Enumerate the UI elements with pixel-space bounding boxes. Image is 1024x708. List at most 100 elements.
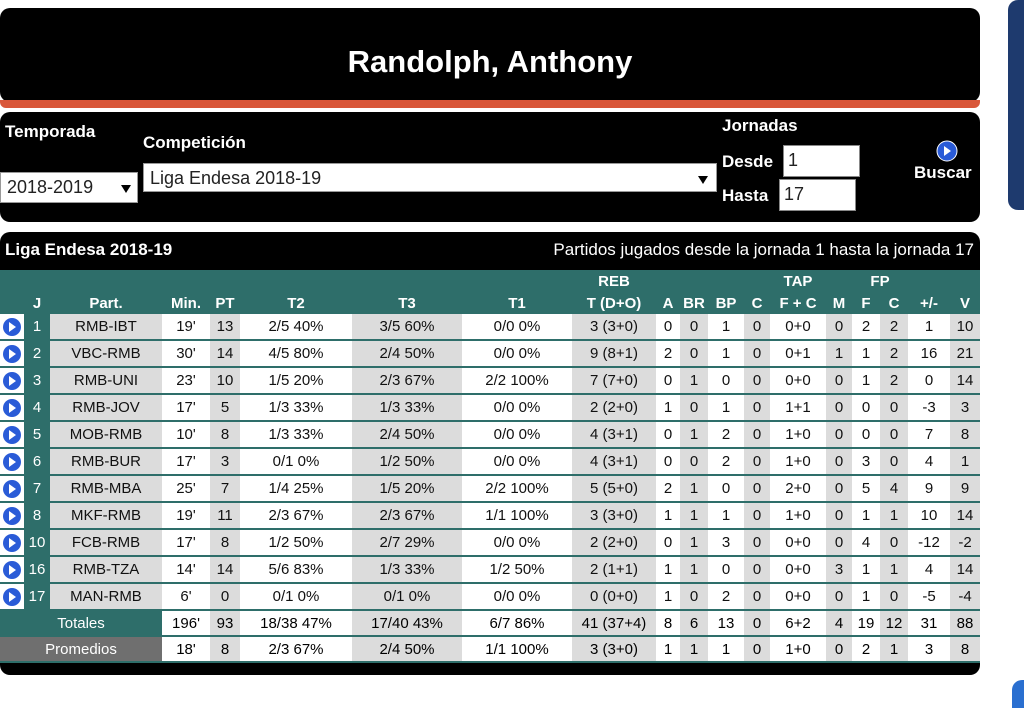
stat-cell: 0 bbox=[880, 421, 909, 449]
summary-cell: 6/7 86% bbox=[462, 610, 572, 637]
stat-cell: 4 (3+1) bbox=[572, 448, 656, 476]
stat-cell: 10 bbox=[950, 314, 981, 341]
round-number: 16 bbox=[24, 556, 50, 584]
stat-cell: 1/5 20% bbox=[240, 367, 352, 395]
stat-cell: 1/3 33% bbox=[240, 394, 352, 422]
stat-cell: RMB-MBA bbox=[50, 475, 162, 503]
to-input[interactable]: 17 bbox=[779, 179, 856, 211]
stat-cell: 5/6 83% bbox=[240, 556, 352, 584]
stat-cell: 2/7 29% bbox=[352, 529, 462, 557]
expand-icon[interactable] bbox=[2, 371, 22, 391]
expand-icon[interactable] bbox=[2, 425, 22, 445]
expand-icon[interactable] bbox=[2, 560, 22, 580]
stat-cell: 9 (8+1) bbox=[572, 340, 656, 368]
expand-icon[interactable] bbox=[2, 317, 22, 337]
summary-cell: 93 bbox=[210, 610, 240, 637]
stat-cell: 1 bbox=[680, 529, 708, 557]
round-number: 2 bbox=[24, 340, 50, 368]
expand-icon[interactable] bbox=[2, 398, 22, 418]
stat-cell: 4 bbox=[880, 475, 909, 503]
stat-cell: 4 (3+1) bbox=[572, 421, 656, 449]
stat-cell: 1 bbox=[680, 475, 708, 503]
stat-cell: 0 bbox=[744, 421, 770, 449]
stat-cell: 0/1 0% bbox=[240, 448, 352, 476]
stat-cell: 0 bbox=[852, 394, 880, 422]
expand-cell bbox=[0, 314, 24, 341]
summary-cell: 1+0 bbox=[770, 636, 826, 663]
competition-label: Competición bbox=[143, 133, 246, 152]
stat-cell: 5 bbox=[210, 394, 240, 422]
stat-cell: -3 bbox=[908, 394, 951, 422]
stat-cell: -12 bbox=[908, 529, 951, 557]
stat-cell: RMB-IBT bbox=[50, 314, 162, 341]
stat-cell: 0 bbox=[826, 367, 852, 395]
stat-cell: 2 bbox=[880, 314, 909, 341]
stat-cell: 2+0 bbox=[770, 475, 826, 503]
group-header-row: REB TAP FP bbox=[0, 270, 981, 292]
season-value: 2018-2019 bbox=[7, 177, 94, 197]
summary-cell: 4 bbox=[826, 610, 852, 637]
header-cell bbox=[0, 292, 24, 314]
stat-cell: 0 bbox=[708, 556, 744, 584]
stat-cell: 2 bbox=[708, 448, 744, 476]
expand-cell bbox=[0, 475, 24, 503]
stat-cell: 9 bbox=[950, 475, 981, 503]
stat-cell: 8 bbox=[210, 529, 240, 557]
from-input[interactable]: 1 bbox=[783, 145, 860, 177]
stat-cell: 0/0 0% bbox=[462, 583, 572, 611]
stat-cell: 0 (0+0) bbox=[572, 583, 656, 611]
stat-cell: 0 bbox=[852, 421, 880, 449]
expand-icon[interactable] bbox=[2, 533, 22, 553]
round-number: 1 bbox=[24, 314, 50, 341]
summary-cell: 31 bbox=[908, 610, 951, 637]
stat-cell: 2 bbox=[708, 421, 744, 449]
summary-cell: 2/4 50% bbox=[352, 636, 462, 663]
competition-select[interactable]: Liga Endesa 2018-19 bbox=[143, 163, 717, 192]
stat-cell: 7 bbox=[908, 421, 951, 449]
column-header: C bbox=[880, 292, 909, 314]
stat-cell: 2 (2+0) bbox=[572, 529, 656, 557]
stat-cell: 25' bbox=[162, 475, 210, 503]
stat-cell: 2 bbox=[880, 367, 909, 395]
stat-cell: 0 bbox=[880, 583, 909, 611]
column-header: T3 bbox=[352, 292, 462, 314]
group-header bbox=[908, 270, 951, 292]
averages-row: Promedios 18' 8 2/3 67% 2/4 50% 1/1 100% 3 (3+… bbox=[0, 636, 981, 663]
expand-icon[interactable] bbox=[2, 479, 22, 499]
summary-cell: 0 bbox=[826, 636, 852, 663]
stat-cell: 3/5 60% bbox=[352, 314, 462, 341]
summary-cell: 8 bbox=[950, 636, 981, 663]
expand-icon[interactable] bbox=[2, 452, 22, 472]
stat-cell: 0 bbox=[744, 314, 770, 341]
expand-icon[interactable] bbox=[2, 506, 22, 526]
stat-cell: 14 bbox=[950, 502, 981, 530]
summary-cell: 0 bbox=[744, 636, 770, 663]
stat-cell: 1 bbox=[656, 556, 680, 584]
stat-cell: 3 bbox=[826, 556, 852, 584]
stats-table: REB TAP FP J Part. Min. PT T2 T3 T1 T (D+O) A BR BP C F… bbox=[0, 270, 981, 663]
summary-cell: 8 bbox=[210, 636, 240, 663]
from-label: Desde bbox=[722, 152, 774, 171]
expand-icon[interactable] bbox=[2, 587, 22, 607]
season-select[interactable]: 2018-2019 bbox=[0, 172, 138, 203]
stat-cell: 1 bbox=[656, 502, 680, 530]
stat-cell: 0 bbox=[826, 394, 852, 422]
stats-panel: Liga Endesa 2018-19 Partidos jugados des… bbox=[0, 232, 981, 675]
stat-cell: 4/5 80% bbox=[240, 340, 352, 368]
expand-icon[interactable] bbox=[2, 344, 22, 364]
stat-cell: 0/0 0% bbox=[462, 314, 572, 341]
stat-cell: 0 bbox=[656, 367, 680, 395]
stat-cell: 0 bbox=[826, 448, 852, 476]
stat-cell: 1 bbox=[680, 421, 708, 449]
group-header: FP bbox=[852, 270, 909, 292]
stat-cell: 16 bbox=[908, 340, 951, 368]
stat-cell: 0 bbox=[826, 314, 852, 341]
summary-cell: 12 bbox=[880, 610, 909, 637]
stat-cell: 0/0 0% bbox=[462, 421, 572, 449]
stat-cell: -5 bbox=[908, 583, 951, 611]
to-label: Hasta bbox=[722, 186, 769, 205]
search-button[interactable]: Buscar bbox=[912, 140, 980, 186]
header-cell bbox=[0, 270, 24, 292]
stat-cell: 0 bbox=[744, 448, 770, 476]
stat-cell: 19' bbox=[162, 314, 210, 341]
